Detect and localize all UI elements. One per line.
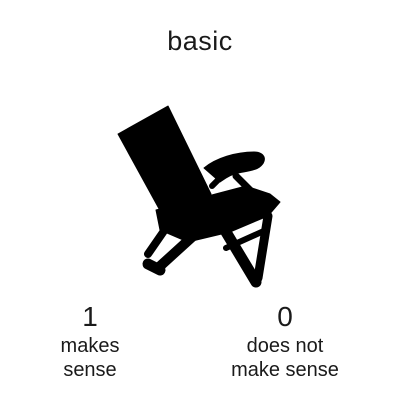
chair-silhouette-icon [117,105,281,288]
option-label: does not make sense [231,335,339,381]
option-makes-sense: 1 makes sense [40,300,140,382]
option-value: 1 [82,301,98,332]
page-title: basic [167,26,233,56]
option-does-not-make-sense: 0 does not make sense [210,300,360,382]
chair-figure [108,98,298,288]
option-value: 0 [277,301,293,332]
option-label: makes sense [60,335,120,381]
